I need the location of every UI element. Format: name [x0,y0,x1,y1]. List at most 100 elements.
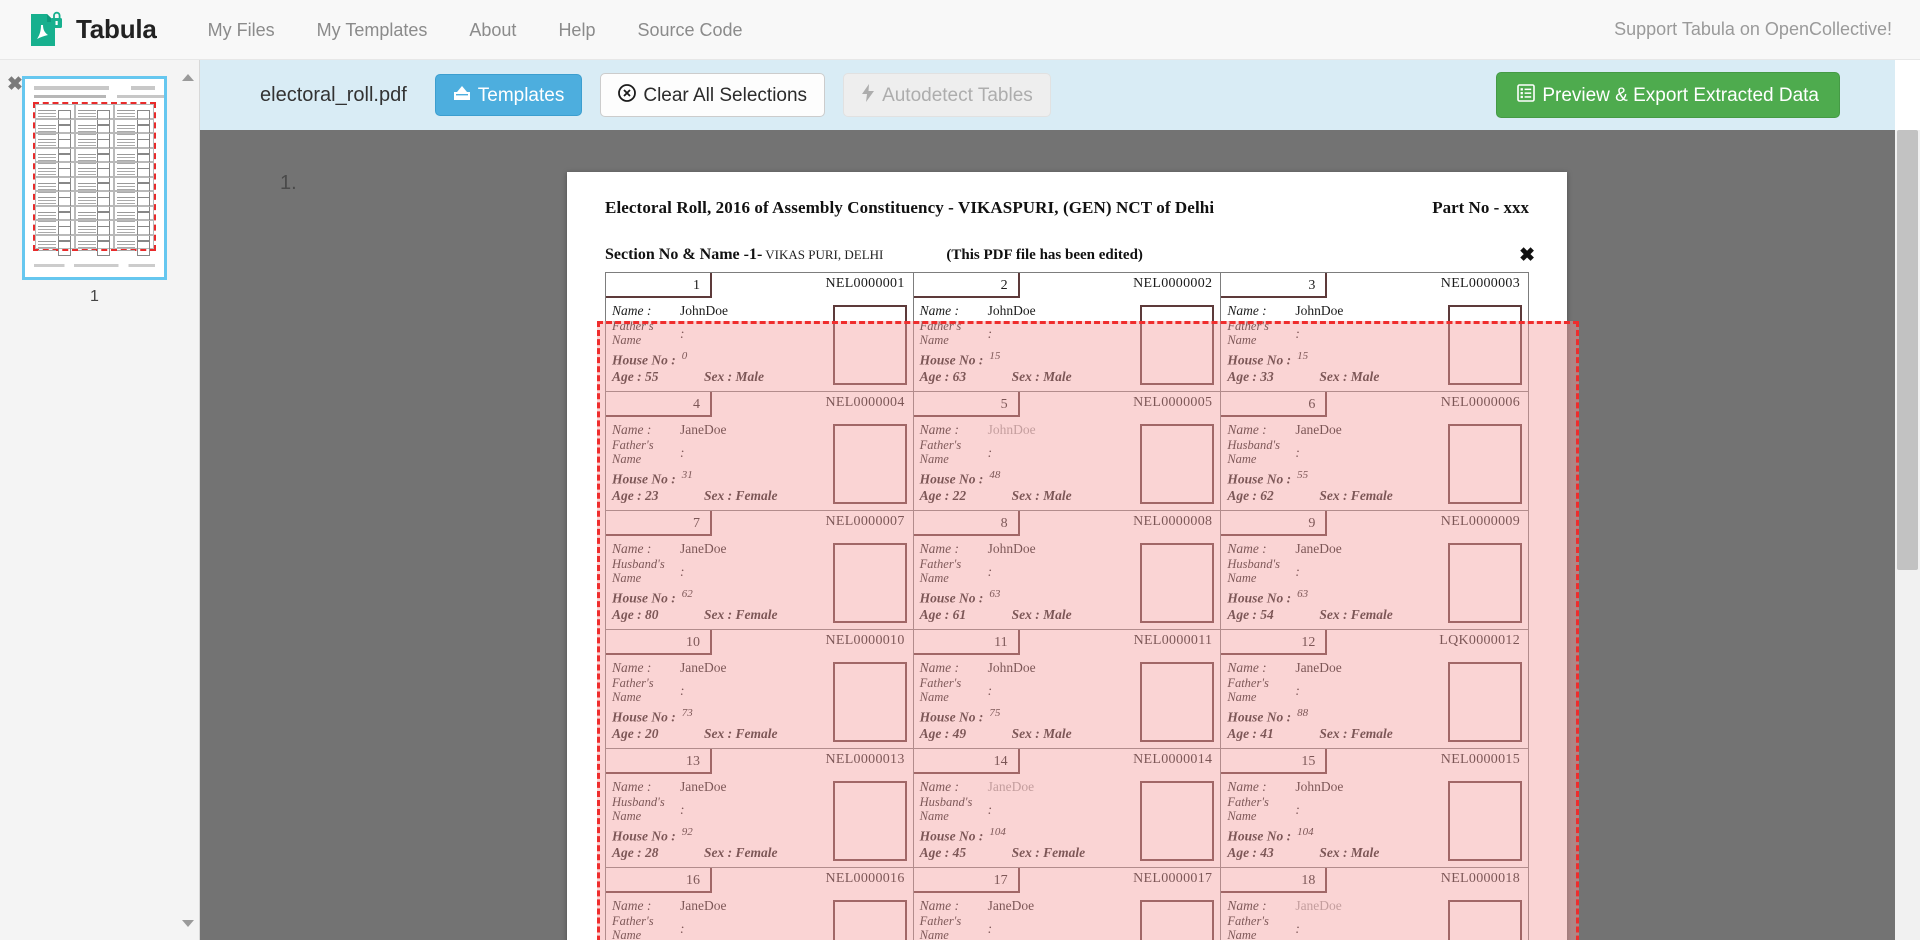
elector-house-label: House No : [612,471,676,486]
elector-house-label: House No : [919,590,984,605]
elector-photo-box [832,543,907,623]
elector-relation-row: Husband's Name: [1227,557,1436,586]
elector-cell: 10 NEL0000010 Name : JaneDoe Father's Name: Ho… [605,629,914,749]
elector-cell: 8 NEL0000008 Name : JohnDoe Father's Name: Hou… [912,510,1222,630]
lightning-bolt-icon [861,84,875,106]
elector-fields: Name : JohnDoe Father's Name: House No :63 Ag… [920,541,1129,623]
elector-serial-number: 11 [913,630,1020,655]
elector-relation-row: Father's Name: [1227,676,1436,705]
thumbnail-note-line [117,95,164,98]
elector-relation-row: Husband's Name: [612,795,821,824]
elector-serial-number: 17 [913,868,1020,893]
elector-cell: 9 NEL0000009 Name : JaneDoe Husband's Name: Ho… [1220,510,1529,630]
close-x-icon[interactable]: ✖ [1519,245,1535,266]
elector-house-value: 104 [989,825,1006,838]
elector-relation-label: Husband's Name [1227,438,1280,466]
templates-button[interactable]: Templates [434,74,583,116]
elector-sex-value: Sex : Female [704,488,778,503]
elector-name-label: Name : [612,303,652,318]
elector-name-label: Name : [1227,898,1267,913]
elector-cell: 15 NEL0000015 Name : JohnDoe Father's Name: Ho… [1220,748,1529,868]
elector-cell: 11 NEL0000011 Name : JohnDoe Father's Name: Ho… [912,629,1222,749]
elector-relation-label: Father's Name [1227,795,1269,823]
thumbnail-page-number: 1 [90,288,99,305]
elector-photo-box [832,662,907,742]
elector-serial-number: 14 [913,749,1020,774]
thumbnail-grid [35,104,154,255]
page-thumbnail-1[interactable] [22,76,167,280]
elector-name-label: Name : [1227,422,1267,437]
elector-cell: 2 NEL0000002 Name : JohnDoe Father's Name: Hou… [912,272,1222,392]
nav-link-my-files[interactable]: My Files [207,19,275,40]
elector-name-row: Name : JaneDoe [1227,660,1436,676]
pdf-page-1[interactable]: Electoral Roll, 2016 of Assembly Constit… [567,172,1579,940]
caret-up-icon[interactable] [181,70,195,84]
elector-cell: 3 NEL0000003 Name : JohnDoe Father's Name: Hou… [1220,272,1529,392]
elector-age-sex-row: Age : 55 Sex : Male [612,369,821,385]
elector-relation-row: Father's Name: [612,438,821,467]
table-row: 16 NEL0000016 Name : JaneDoe Father's Name:17… [605,867,1529,940]
elector-serial-number: 9 [1221,511,1328,536]
elector-house-value: 92 [681,825,693,838]
elector-house-row: House No : 63 [920,588,1129,607]
autodetect-tables-button[interactable]: Autodetect Tables [843,73,1051,117]
elector-house-label: House No : [612,352,676,367]
nav-link-my-templates[interactable]: My Templates [316,19,428,40]
elector-photo-box [1140,424,1215,504]
elector-age-value: Age : 41 [1227,726,1274,741]
close-x-icon[interactable]: ✖ [7,74,23,95]
elector-cell: 13 NEL0000013 Name : JaneDoe Husband's Name: H… [605,748,914,868]
nav-link-about[interactable]: About [469,19,517,40]
clear-all-selections-label: Clear All Selections [643,84,808,106]
thumbnail-footer-line [34,264,155,267]
elector-relation-label: Father's Name [1227,676,1269,704]
nav-link-source-code[interactable]: Source Code [637,19,743,40]
scrollbar-thumb[interactable] [1897,130,1918,570]
elector-age-value: Age : 61 [919,607,967,622]
elector-age-value: Age : 62 [1227,488,1274,503]
elector-name-label: Name : [919,541,960,556]
caret-down-icon[interactable] [181,916,195,930]
nav-link-help[interactable]: Help [558,19,596,40]
pdf-viewer-canvas[interactable]: 1. Electoral Roll, 2016 of Assembly Cons… [200,130,1895,940]
elector-relation-label: Father's Name [612,319,654,347]
elector-photo-box [832,305,907,385]
elector-photo-box [1448,305,1522,385]
elector-name-row: Name : JaneDoe [612,660,821,676]
thumbnail-preview [29,83,164,273]
elector-house-row: House No : 63 [1227,588,1436,607]
elector-relation-row: Father's Name: [920,319,1129,348]
elector-relation-row: Father's Name: [919,557,1129,586]
elector-house-value: 75 [989,706,1001,719]
elector-id: NEL0000010 [825,633,905,648]
elector-serial-number: 16 [606,868,712,893]
elector-name-value: JohnDoe [987,303,1036,318]
elector-id: NEL0000001 [825,276,905,291]
elector-serial-number: 5 [913,392,1020,417]
elector-age-value: Age : 28 [612,845,659,860]
elector-serial-number: 15 [1221,749,1328,774]
pdf-header: Electoral Roll, 2016 of Assembly Constit… [605,198,1529,218]
elector-name-value: JaneDoe [1295,422,1342,437]
elector-age-value: Age : 22 [919,488,967,503]
preview-export-button[interactable]: Preview & Export Extracted Data [1496,72,1840,118]
elector-name-label: Name : [612,898,652,913]
elector-relation-colon: : [1295,920,1300,936]
thumbnail-selection-overlay [33,102,156,255]
elector-id: NEL0000005 [1133,395,1213,410]
elector-house-row: House No : 31 [612,469,821,488]
thumbnail-item[interactable]: 1 [22,76,167,306]
brand-home-link[interactable]: Tabula [0,0,187,60]
elector-relation-row: Father's Name: [612,914,821,940]
elector-relation-label: Father's Name [919,557,962,585]
elector-house-row: House No : 104 [920,826,1129,845]
clear-all-selections-button[interactable]: Clear All Selections [600,73,826,117]
viewer-vertical-scrollbar[interactable] [1895,130,1920,940]
elector-age-sex-row: Age : 80 Sex : Female [612,607,821,623]
elector-age-sex-row: Age : 45 Sex : Female [920,845,1129,861]
elector-relation-colon: : [680,682,685,698]
elector-cell: 12 LQK0000012 Name : JaneDoe Father's Name: Ho… [1220,629,1529,749]
elector-age-sex-row: Age : 63 Sex : Male [920,369,1129,385]
support-opencollective-link[interactable]: Support Tabula on OpenCollective! [1614,19,1892,39]
elector-serial-number: 13 [606,749,712,774]
